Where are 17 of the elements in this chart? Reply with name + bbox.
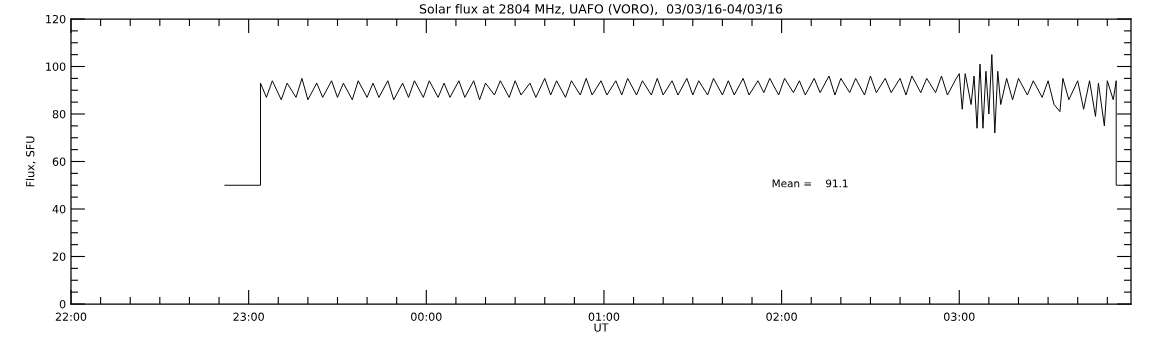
y-axis-title: Flux, SFU	[25, 136, 36, 187]
x-tick-label: 01:00	[588, 312, 620, 321]
x-tick-label: 23:00	[233, 312, 264, 321]
x-tick-label: 02:00	[766, 312, 797, 321]
y-tick-label: 80	[52, 109, 66, 119]
annotation: Mean = 91.1	[772, 179, 848, 188]
x-tick-label: 00:00	[411, 312, 442, 321]
x-tick-label: 03:00	[943, 312, 975, 321]
y-tick-label: 0	[59, 299, 66, 309]
x-tick-label: 22:00	[55, 312, 87, 321]
y-tick-label: 120	[46, 14, 66, 24]
y-tick-label: 100	[46, 62, 66, 71]
y-tick-label: 20	[52, 252, 66, 261]
y-tick-label: 60	[52, 157, 66, 166]
chart-title: Solar flux at 2804 MHz, UAFO (VORO), 03/03/16-04/03/16	[419, 3, 783, 16]
y-tick-label: 40	[52, 204, 66, 214]
x-axis-title: UT	[594, 323, 609, 332]
